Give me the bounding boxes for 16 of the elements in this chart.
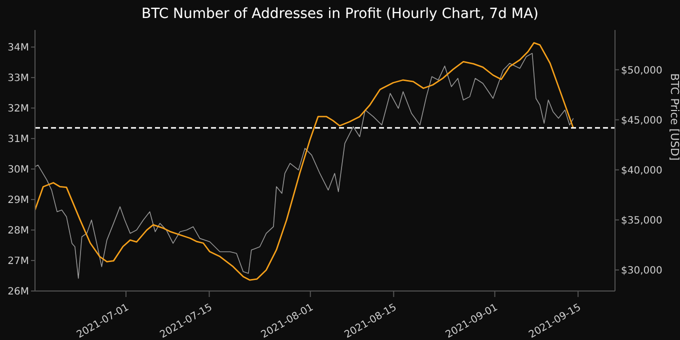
y-tick-label: 33M — [8, 73, 29, 84]
y-tick-label: 30M — [8, 164, 29, 176]
y2-axis-title: BTC Price [USD] — [668, 73, 680, 160]
y2-tick-label: $45,000 — [621, 115, 662, 126]
y-tick-label: 34M — [8, 42, 29, 54]
y2-tick-label: $40,000 — [621, 165, 662, 176]
y2-tick-label: $30,000 — [621, 266, 662, 277]
y-tick-label: 28M — [8, 226, 29, 237]
y-tick-label: 32M — [8, 104, 29, 115]
chart-title: BTC Number of Addresses in Profit (Hourly Chart, 7d MA) — [140, 6, 540, 22]
y-tick-label: 26M — [8, 286, 29, 298]
y-tick-label: 27M — [8, 256, 29, 268]
y-tick-label: 29M — [8, 195, 29, 206]
y2-tick-label: $35,000 — [621, 215, 662, 226]
y2-tick-label: $50,000 — [621, 65, 662, 76]
y-tick-label: 31M — [8, 134, 29, 146]
